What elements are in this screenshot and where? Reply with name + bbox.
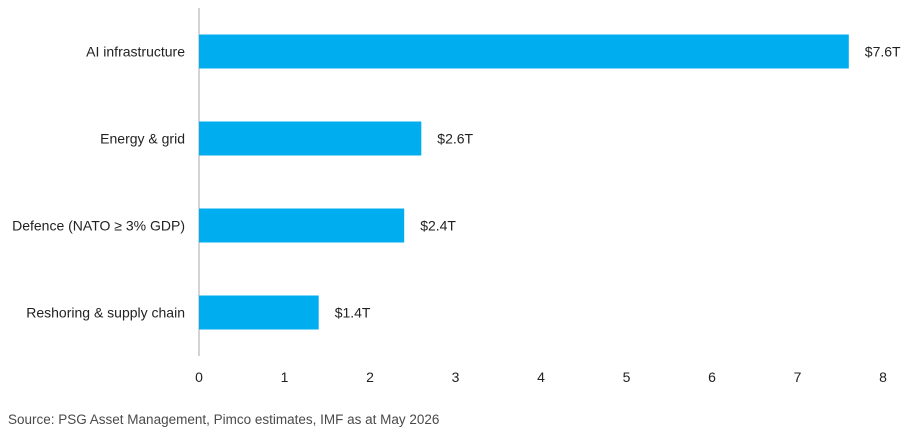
x-tick-label-0: 0 xyxy=(195,369,203,385)
x-tick-label-3: 3 xyxy=(452,369,460,385)
bar-1 xyxy=(199,34,849,69)
x-tick-label-8: 8 xyxy=(879,369,887,385)
x-tick-label-6: 6 xyxy=(708,369,716,385)
bar-2 xyxy=(199,121,422,156)
value-label-4: $1.4T xyxy=(335,305,371,321)
bar-4 xyxy=(199,295,319,330)
bar-3 xyxy=(199,208,405,243)
category-label-2: Energy & grid xyxy=(100,131,185,147)
value-label-3: $2.4T xyxy=(420,218,456,234)
x-tick-label-7: 7 xyxy=(794,369,802,385)
category-label-1: AI infrastructure xyxy=(86,44,185,60)
source-note: Source: PSG Asset Management, Pimco esti… xyxy=(8,412,440,427)
x-tick-label-2: 2 xyxy=(366,369,374,385)
value-label-2: $2.6T xyxy=(437,131,473,147)
x-tick-label-4: 4 xyxy=(537,369,545,385)
value-label-1: $7.6T xyxy=(865,44,901,60)
x-tick-label-5: 5 xyxy=(623,369,631,385)
x-tick-label-1: 1 xyxy=(281,369,289,385)
category-label-3: Defence (NATO ≥ 3% GDP) xyxy=(12,218,185,234)
category-label-4: Reshoring & supply chain xyxy=(26,305,185,321)
